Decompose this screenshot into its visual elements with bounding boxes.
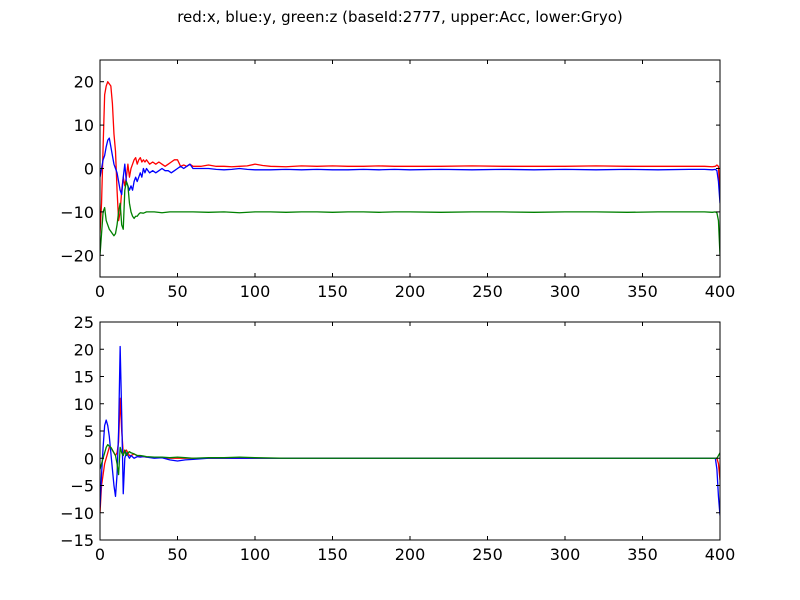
series-line-3 bbox=[100, 180, 720, 256]
series-line-2 bbox=[100, 345, 720, 516]
x-tick-label: 300 bbox=[550, 282, 581, 301]
series-line-3 bbox=[100, 443, 720, 476]
plot-panel-2: 0 50 100 150 200 250 300 350 400 −15 −10 −5 0 5 10 15 20… bbox=[60, 313, 735, 564]
y-tick-label: 20 bbox=[74, 73, 94, 92]
series-line-2 bbox=[100, 137, 720, 204]
figure-title: red:x, blue:y, green:z (baseId:2777, upp… bbox=[177, 8, 623, 26]
x-tick-label: 200 bbox=[395, 282, 426, 301]
series-line-1 bbox=[100, 81, 720, 234]
x-tick-label: 400 bbox=[705, 282, 736, 301]
y-tick-label: −10 bbox=[60, 504, 94, 523]
x-tick-label: 350 bbox=[627, 282, 658, 301]
x-tick-label: 0 bbox=[95, 282, 105, 301]
x-tick-label: 250 bbox=[472, 545, 503, 564]
y-tick-label: 0 bbox=[84, 160, 94, 179]
x-tick-label: 150 bbox=[317, 282, 348, 301]
y-tick-label: −10 bbox=[60, 203, 94, 222]
y-tick-label: 20 bbox=[74, 340, 94, 359]
x-tick-label: 200 bbox=[395, 545, 426, 564]
x-tick-label: 300 bbox=[550, 545, 581, 564]
x-tick-label: 250 bbox=[472, 282, 503, 301]
y-tick-label: 15 bbox=[74, 368, 94, 387]
y-tick-label: 0 bbox=[84, 449, 94, 468]
x-tick-label: 150 bbox=[317, 545, 348, 564]
series-line-1 bbox=[100, 397, 720, 513]
y-tick-label: −20 bbox=[60, 246, 94, 265]
y-tick-label: 25 bbox=[74, 313, 94, 332]
x-tick-label: 50 bbox=[167, 282, 187, 301]
y-tick-label: −5 bbox=[70, 477, 94, 496]
x-tick-label: 350 bbox=[627, 545, 658, 564]
x-tick-label: 400 bbox=[705, 545, 736, 564]
x-tick-label: 0 bbox=[95, 545, 105, 564]
y-tick-label: 10 bbox=[74, 116, 94, 135]
plot-panel-1: 0 50 100 150 200 250 300 350 400 −20 −10 0 10 20 bbox=[60, 59, 736, 301]
y-tick-label: −15 bbox=[60, 531, 94, 550]
x-tick-label: 50 bbox=[167, 545, 187, 564]
y-tick-label: 5 bbox=[84, 422, 94, 441]
x-tick-label: 100 bbox=[240, 545, 271, 564]
axes-frame bbox=[99, 321, 721, 541]
x-tick-label: 100 bbox=[240, 282, 271, 301]
y-tick-label: 10 bbox=[74, 395, 94, 414]
